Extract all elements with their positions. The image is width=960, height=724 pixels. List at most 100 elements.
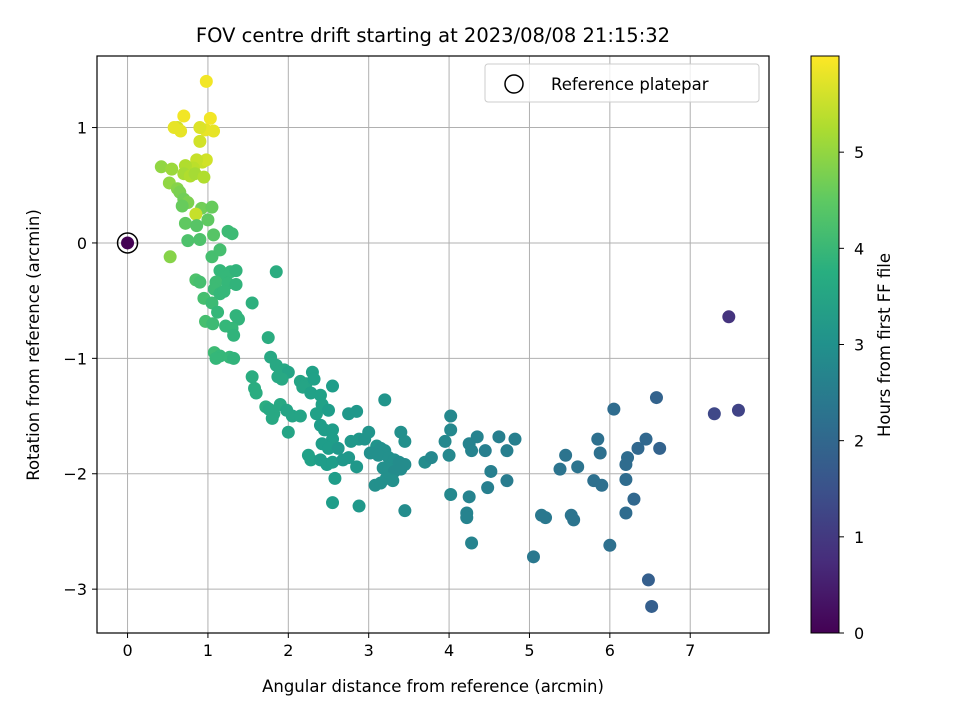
data-point [225, 227, 239, 241]
data-point [386, 474, 400, 488]
data-point [206, 317, 220, 331]
data-point [193, 134, 207, 148]
colorbar-tick-label: 0 [854, 624, 864, 643]
x-tick-label: 7 [685, 641, 695, 660]
data-point [245, 296, 259, 310]
data-point [442, 448, 456, 462]
data-point [304, 453, 318, 467]
data-point [275, 372, 289, 386]
x-tick-label: 0 [122, 641, 132, 660]
reference-ring [116, 232, 139, 254]
y-tick-label: −3 [63, 580, 87, 599]
data-point [444, 488, 458, 502]
data-point [559, 448, 573, 462]
data-point [707, 407, 721, 421]
colorbar-tick-label: 1 [854, 528, 864, 547]
data-point [500, 474, 514, 488]
colorbar-ticks: 0 1 2 3 4 5 [839, 143, 864, 643]
colorbar: 0 1 2 3 4 5 Hours from first FF file [810, 55, 894, 643]
data-point [211, 305, 225, 319]
data-point [460, 511, 474, 525]
data-point [197, 170, 211, 184]
data-point [178, 216, 192, 230]
data-point [175, 199, 189, 213]
reference-point [121, 236, 135, 250]
x-tick-label: 5 [524, 641, 534, 660]
data-point [229, 264, 243, 278]
x-axis-ticks: 0 1 2 3 4 5 6 7 [122, 633, 695, 660]
x-tick-label: 1 [203, 641, 213, 660]
data-point [378, 393, 392, 407]
data-point [322, 403, 336, 417]
data-point [639, 432, 653, 446]
data-point [508, 432, 522, 446]
data-point [631, 441, 645, 455]
data-point [213, 243, 227, 257]
data-point [281, 425, 295, 439]
legend: Reference platepar [484, 63, 760, 103]
data-point [492, 430, 506, 444]
data-point [207, 124, 221, 138]
plot-frame [96, 55, 770, 634]
data-point [539, 511, 553, 525]
data-point [201, 213, 215, 227]
data-point [322, 441, 336, 455]
legend-box [484, 63, 760, 103]
data-point [593, 446, 607, 460]
y-axis-label: Rotation from reference (arcmin) [24, 209, 43, 481]
data-point [229, 277, 243, 291]
data-point [462, 490, 476, 504]
data-point [269, 265, 283, 279]
x-tick-label: 2 [283, 641, 293, 660]
data-point [621, 451, 635, 465]
data-point [465, 536, 479, 550]
data-point [641, 573, 655, 587]
colorbar-gradient [810, 55, 840, 634]
data-point [362, 425, 376, 439]
data-point [205, 200, 219, 214]
data-points [154, 74, 745, 613]
y-tick-label: −2 [63, 465, 87, 484]
data-point [591, 432, 605, 446]
data-point [470, 430, 484, 444]
data-point [181, 234, 195, 248]
data-point [571, 460, 585, 474]
chart-title: FOV centre drift starting at 2023/08/08 … [196, 24, 670, 47]
data-point [207, 228, 221, 242]
data-point [645, 599, 659, 613]
y-tick-label: −1 [63, 349, 87, 368]
data-point [394, 462, 408, 476]
data-point [265, 411, 279, 425]
data-point [245, 370, 259, 384]
data-point [326, 455, 340, 469]
data-point [465, 444, 479, 458]
colorbar-tick-label: 2 [854, 432, 864, 451]
data-point [722, 310, 736, 324]
legend-marker-reference [504, 74, 524, 94]
data-point [174, 124, 188, 138]
colorbar-label: Hours from first FF file [875, 253, 894, 437]
data-point [249, 386, 263, 400]
data-point [603, 538, 617, 552]
data-point [352, 499, 366, 513]
data-point [227, 351, 241, 365]
data-point [203, 111, 217, 125]
data-point [331, 441, 345, 455]
data-point [193, 275, 207, 289]
data-point [328, 471, 342, 485]
data-point [500, 444, 514, 458]
data-point [177, 109, 191, 123]
data-point [227, 328, 241, 342]
data-point [190, 219, 204, 233]
data-point [261, 331, 275, 345]
data-point [154, 160, 168, 174]
data-point [209, 351, 223, 365]
data-point [484, 464, 498, 478]
data-point [619, 473, 633, 487]
data-point [217, 284, 231, 298]
x-tick-label: 6 [605, 641, 615, 660]
x-tick-label: 4 [444, 641, 454, 660]
y-tick-label: 1 [77, 119, 87, 138]
data-point [193, 232, 207, 246]
data-point [553, 462, 567, 476]
